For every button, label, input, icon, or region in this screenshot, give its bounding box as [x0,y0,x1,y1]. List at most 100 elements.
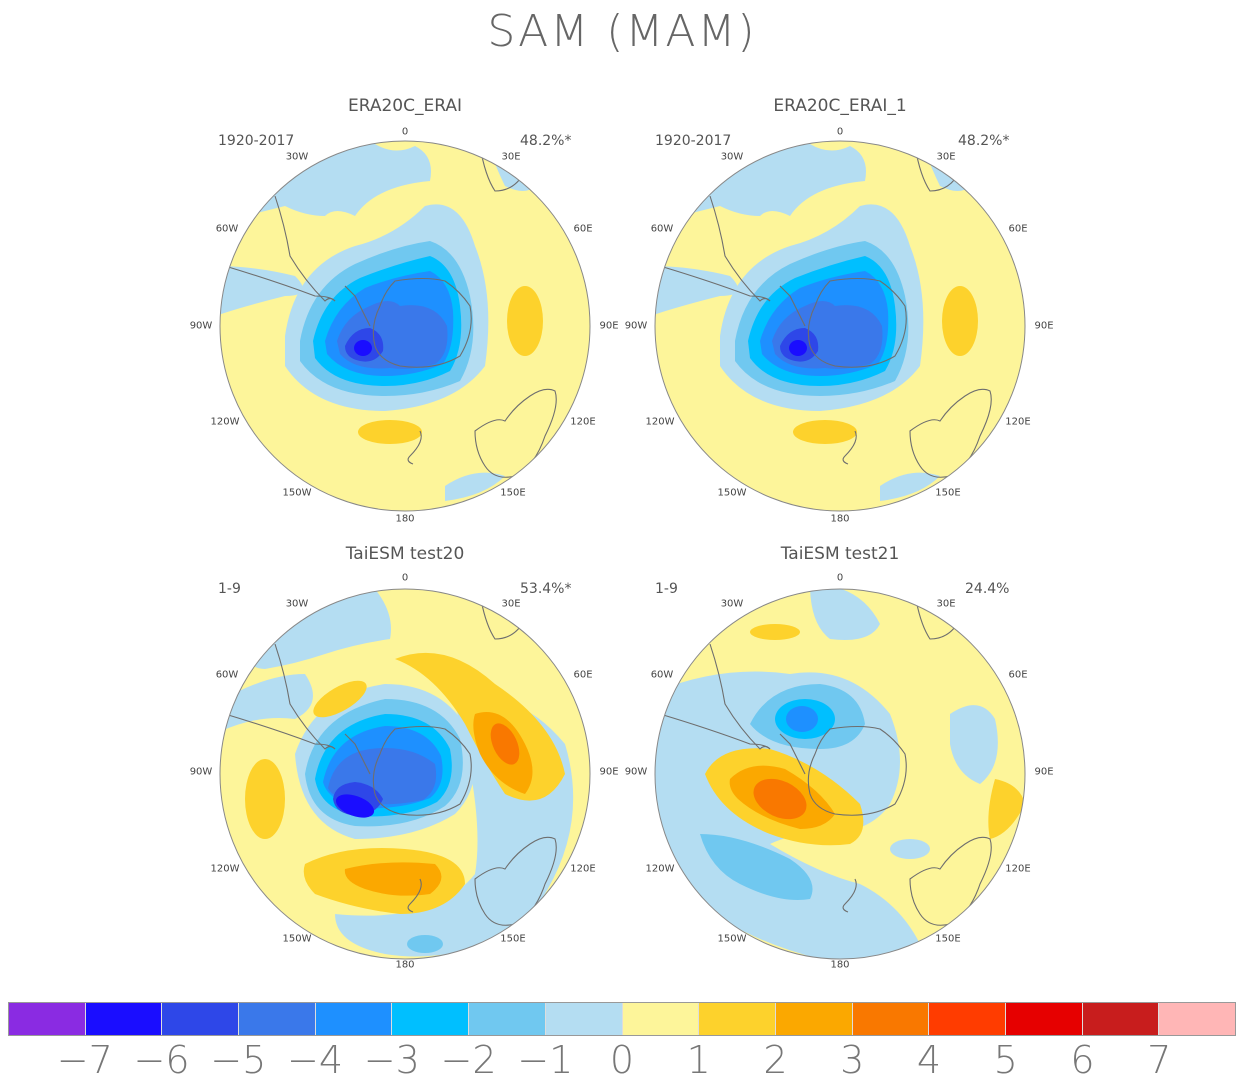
lon-label-120e: 120E [570,416,596,428]
colorbar-tick-label: −7 [56,1038,113,1082]
lon-label-150w: 150W [282,933,312,945]
lon-label-150w: 150W [717,487,747,499]
period-label: 1920-2017 [218,133,295,149]
lon-label-90e: 90E [1034,766,1054,778]
lon-label-30w: 30W [285,151,309,163]
map-panel-taiesm-test21: TaiESM test21 1-9 24.4% [620,544,1060,984]
colorbar-swatch [775,1003,853,1035]
polar-stereographic-map [219,140,591,512]
colorbar-swatch [239,1003,316,1035]
lon-label-30w: 30W [720,151,744,163]
lon-label-60w: 60W [215,223,239,235]
colorbar-swatch [9,1003,86,1035]
colorbar-swatch [85,1003,163,1035]
lon-label-0: 0 [401,572,409,584]
variance-percent: 24.4% [965,581,1010,597]
colorbar-tick-label: 5 [993,1038,1018,1082]
lon-label-30e: 30E [501,151,521,163]
lon-label-120w: 120W [210,416,240,428]
polar-stereographic-map [654,140,1026,512]
lon-label-120e: 120E [1005,863,1031,875]
colorbar-labels: −7 −6 −5 −4 −3 −2 −1 0 1 2 3 4 5 6 7 [8,1038,1236,1082]
lon-label-90w: 90W [189,320,213,332]
colorbar-swatch [1159,1003,1235,1035]
map-panel-taiesm-test20: TaiESM test20 1-9 53.4%* [185,544,625,984]
lon-label-60e: 60E [573,223,593,235]
colorbar-swatch [162,1003,240,1035]
lon-label-30e: 30E [936,598,956,610]
panel-title: TaiESM test20 [345,544,465,564]
period-label: 1920-2017 [655,133,732,149]
panel-title: ERA20C_ERAI [347,96,462,116]
lon-label-30w: 30W [285,598,309,610]
colorbar-tick-label: −3 [363,1038,420,1082]
variance-percent: 53.4%* [520,581,572,597]
lon-label-0: 0 [836,572,844,584]
lon-label-90w: 90W [189,766,213,778]
colorbar-swatch [469,1003,546,1035]
lon-label-120e: 120E [1005,416,1031,428]
lon-label-150w: 150W [717,933,747,945]
colorbar-swatch [545,1003,623,1035]
panel-title: ERA20C_ERAI_1 [773,96,907,116]
lon-label-90w: 90W [624,766,648,778]
lon-label-150e: 150E [935,487,961,499]
lon-label-0: 0 [401,126,409,138]
lon-label-30w: 30W [720,598,744,610]
lon-label-60w: 60W [650,223,674,235]
colorbar-tick-label: −5 [210,1038,267,1082]
lon-label-60w: 60W [215,669,239,681]
colorbar-tick-label: 7 [1147,1038,1172,1082]
lon-label-30e: 30E [936,151,956,163]
lon-label-30e: 30E [501,598,521,610]
map-panel-era20c-erai-1: ERA20C_ERAI_1 1920-2017 48.2%* [620,96,1060,536]
colorbar-swatch [699,1003,776,1035]
lon-label-60e: 60E [573,669,593,681]
colorbar-tick-label: −4 [286,1038,344,1082]
lon-label-180: 180 [395,959,415,971]
colorbar [8,1002,1236,1036]
variance-percent: 48.2%* [520,133,572,149]
colorbar-swatch [1082,1003,1160,1035]
colorbar-swatch [392,1003,470,1035]
colorbar-tick-label: −2 [440,1038,497,1082]
lon-label-180: 180 [830,959,850,971]
colorbar-tick-label: −6 [133,1038,190,1082]
colorbar-tick-label: 4 [916,1038,942,1082]
lon-label-120w: 120W [645,416,675,428]
colorbar-swatch [929,1003,1006,1035]
period-label: 1-9 [218,581,241,597]
colorbar-swatch [852,1003,930,1035]
lon-label-120e: 120E [570,863,596,875]
period-label: 1-9 [655,581,678,597]
lon-label-150e: 150E [935,933,961,945]
lon-label-150w: 150W [282,487,312,499]
variance-percent: 48.2%* [958,133,1010,149]
lon-label-90e: 90E [1034,320,1054,332]
polar-stereographic-map [219,588,591,960]
lon-label-0: 0 [836,126,844,138]
main-title: SAM (MAM) [487,6,757,57]
colorbar-swatch [1005,1003,1083,1035]
colorbar-tick-label: 0 [609,1038,635,1082]
lon-label-120w: 120W [210,863,240,875]
lon-label-90e: 90E [599,320,619,332]
lon-label-60e: 60E [1008,669,1028,681]
lon-label-150e: 150E [500,487,526,499]
polar-stereographic-map [654,588,1026,960]
colorbar-tick-label: 1 [686,1038,711,1082]
lon-label-180: 180 [395,513,415,525]
map-panel-era20c-erai: ERA20C_ERAI 1920-2017 48.2%* [185,96,625,536]
lon-label-90e: 90E [599,766,619,778]
colorbar-tick-label: 3 [840,1038,865,1082]
lon-label-60w: 60W [650,669,674,681]
colorbar-swatch [315,1003,393,1035]
lon-label-150e: 150E [500,933,526,945]
panel-title: TaiESM test21 [780,544,900,564]
lon-label-60e: 60E [1008,223,1028,235]
lon-label-120w: 120W [645,863,675,875]
colorbar-tick-label: 2 [763,1038,788,1082]
colorbar-swatch [622,1003,700,1035]
colorbar-tick-label: −1 [517,1038,574,1082]
lon-label-180: 180 [830,513,850,525]
